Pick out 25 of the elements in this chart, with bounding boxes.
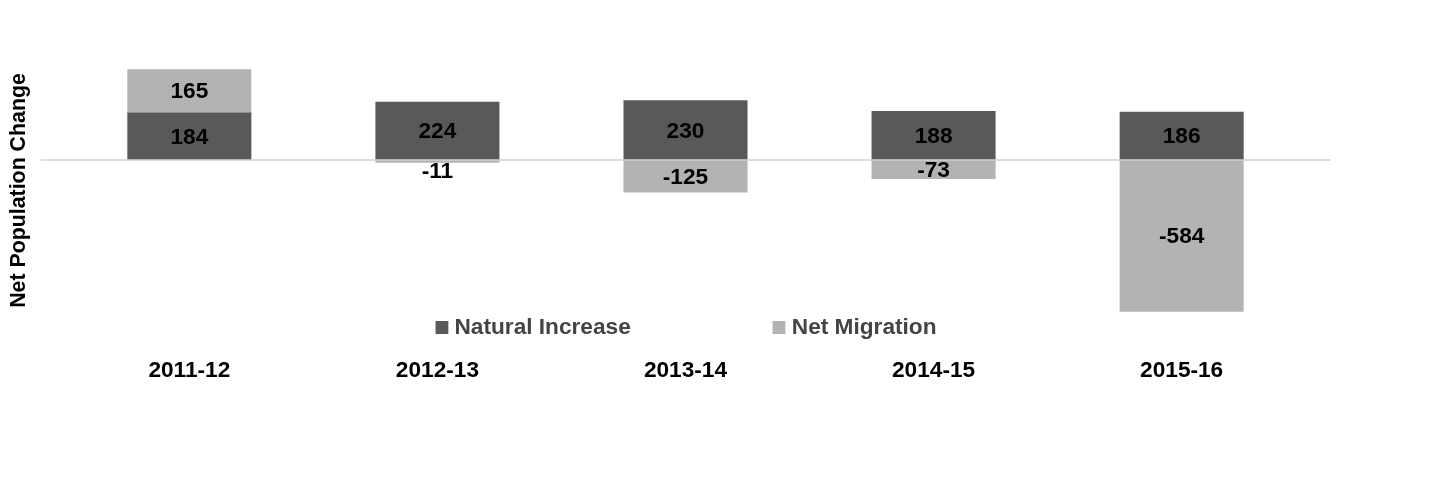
x-tick-label: 2013-14 xyxy=(643,355,728,382)
data-label: 186 xyxy=(1162,122,1201,149)
legend-label: Natural Increase xyxy=(454,313,631,340)
data-label: 188 xyxy=(914,122,953,149)
data-label: 184 xyxy=(170,122,209,149)
x-tick-label: 2012-13 xyxy=(395,355,480,382)
bar xyxy=(1119,111,1244,160)
data-label: 230 xyxy=(666,116,705,143)
data-label: -11 xyxy=(421,156,454,183)
data-label: -73 xyxy=(917,155,950,182)
x-tick-label: 2015-16 xyxy=(1140,355,1224,382)
data-label: -125 xyxy=(662,162,709,189)
bar xyxy=(375,101,500,160)
x-tick-label: 2011-12 xyxy=(148,355,231,382)
bar xyxy=(871,111,996,160)
bar xyxy=(127,69,252,113)
bar xyxy=(127,112,252,160)
data-label: 165 xyxy=(170,77,209,104)
legend-label: Net Migration xyxy=(791,313,937,340)
bar xyxy=(1119,159,1244,312)
bar xyxy=(623,100,748,160)
data-label: -584 xyxy=(1158,222,1205,249)
x-tick-label: 2014-15 xyxy=(892,355,976,382)
y-axis-title: Net Population Change xyxy=(5,73,30,308)
data-label: 224 xyxy=(418,117,457,144)
